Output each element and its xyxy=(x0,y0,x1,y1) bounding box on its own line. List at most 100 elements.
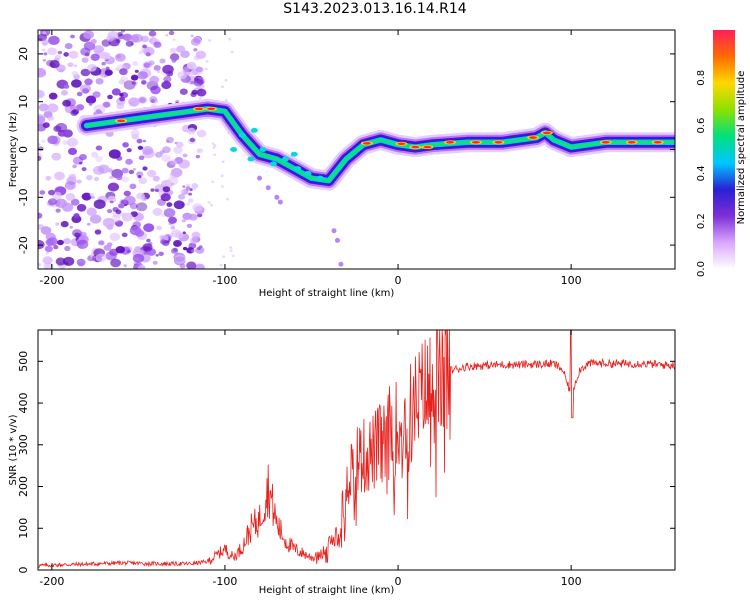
noise-blob xyxy=(173,200,185,210)
noise-blob xyxy=(142,139,146,143)
noise-blob xyxy=(63,238,71,245)
ridge-cell xyxy=(261,148,265,151)
noise-blob xyxy=(79,154,87,161)
noise-blob xyxy=(191,183,199,189)
ridge-hotspot xyxy=(423,145,432,149)
noise-blob xyxy=(76,91,83,97)
noise-blob xyxy=(154,188,159,192)
y-tick-label: 20 xyxy=(17,47,30,61)
noise-blob xyxy=(47,103,59,113)
noise-blob xyxy=(156,225,162,231)
noise-blob xyxy=(166,202,173,208)
x-tick-label: 100 xyxy=(561,575,582,588)
noise-blob xyxy=(90,39,97,44)
noise-blob xyxy=(138,177,147,185)
noise-blob xyxy=(193,48,198,52)
noise-blob xyxy=(189,137,196,143)
ridge-hotspot xyxy=(627,141,636,144)
colorbar-tick-label: 0.2 xyxy=(696,213,707,229)
noise-blob xyxy=(115,246,126,254)
noise-blob xyxy=(162,186,171,193)
noise-blob xyxy=(224,79,228,82)
noise-blob xyxy=(221,160,225,163)
x-axis-label: Height of straight line (km) xyxy=(259,585,395,596)
noise-blob xyxy=(88,102,93,106)
noise-blob xyxy=(128,97,140,107)
ridge-hotspot xyxy=(542,131,551,135)
noise-blob xyxy=(220,174,224,178)
noise-blob xyxy=(183,246,188,251)
ridge-cell xyxy=(292,153,296,156)
noise-blob xyxy=(155,254,159,257)
noise-blob xyxy=(53,245,59,250)
noise-blob xyxy=(138,50,144,55)
noise-blob xyxy=(115,53,126,62)
ridge-hotspot xyxy=(601,141,610,144)
noise-blob xyxy=(38,212,43,219)
noise-blob xyxy=(179,88,188,95)
noise-blob xyxy=(195,263,205,269)
noise-blob xyxy=(193,55,201,61)
noise-blob xyxy=(76,204,87,212)
noise-blob xyxy=(213,153,217,157)
noise-blob xyxy=(142,243,153,252)
noise-blob xyxy=(186,202,191,206)
ridge-hotspot xyxy=(207,107,216,111)
noise-blob xyxy=(95,253,107,263)
noise-blob xyxy=(63,84,70,89)
noise-blob xyxy=(231,254,235,258)
noise-blob xyxy=(60,220,69,228)
noise-blob xyxy=(76,239,89,249)
y-tick-label: 0 xyxy=(17,146,30,153)
noise-blob xyxy=(38,146,44,152)
x-tick-label: -100 xyxy=(212,274,237,287)
noise-blob xyxy=(158,251,164,256)
noise-blob xyxy=(126,249,131,254)
noise-blob xyxy=(190,81,194,84)
noise-blob xyxy=(142,44,148,49)
noise-blob xyxy=(192,203,203,212)
noise-blob xyxy=(224,99,228,102)
noise-blob xyxy=(126,148,132,153)
noise-blob xyxy=(138,155,145,161)
noise-blob xyxy=(76,179,82,184)
noise-blob xyxy=(67,62,74,68)
noise-blob xyxy=(191,231,201,239)
noise-blob xyxy=(125,158,133,165)
noise-blob xyxy=(168,30,175,36)
noise-blob xyxy=(54,171,65,181)
noise-blob xyxy=(107,94,113,100)
noise-blob xyxy=(80,68,91,77)
y-tick-label: 300 xyxy=(17,434,30,455)
noise-blob xyxy=(57,50,63,55)
noise-blob xyxy=(219,263,223,267)
noise-blob xyxy=(132,61,139,66)
noise-blob xyxy=(175,231,184,239)
noise-blob xyxy=(38,115,46,124)
noise-blob xyxy=(122,62,131,70)
noise-blob xyxy=(211,180,215,184)
noise-blob xyxy=(45,175,52,181)
snr-background xyxy=(38,330,675,570)
noise-blob xyxy=(92,91,101,98)
noise-blob xyxy=(137,145,144,150)
noise-blob xyxy=(89,193,94,197)
noise-blob xyxy=(136,192,145,200)
snr-frame xyxy=(37,329,676,571)
x-tick-label: -200 xyxy=(39,274,64,287)
noise-blob xyxy=(95,78,104,85)
noise-blob xyxy=(190,38,201,46)
ridge-cell xyxy=(306,172,310,175)
noise-blob xyxy=(64,43,73,50)
noise-blob xyxy=(120,30,125,33)
noise-blob xyxy=(334,237,340,243)
noise-blob xyxy=(81,192,92,201)
noise-blob xyxy=(116,100,120,104)
noise-blob xyxy=(91,151,99,158)
noise-blob xyxy=(265,185,271,191)
noise-blob xyxy=(130,42,134,45)
noise-blob xyxy=(69,225,74,229)
noise-blob xyxy=(173,146,183,154)
noise-blob xyxy=(187,127,196,135)
